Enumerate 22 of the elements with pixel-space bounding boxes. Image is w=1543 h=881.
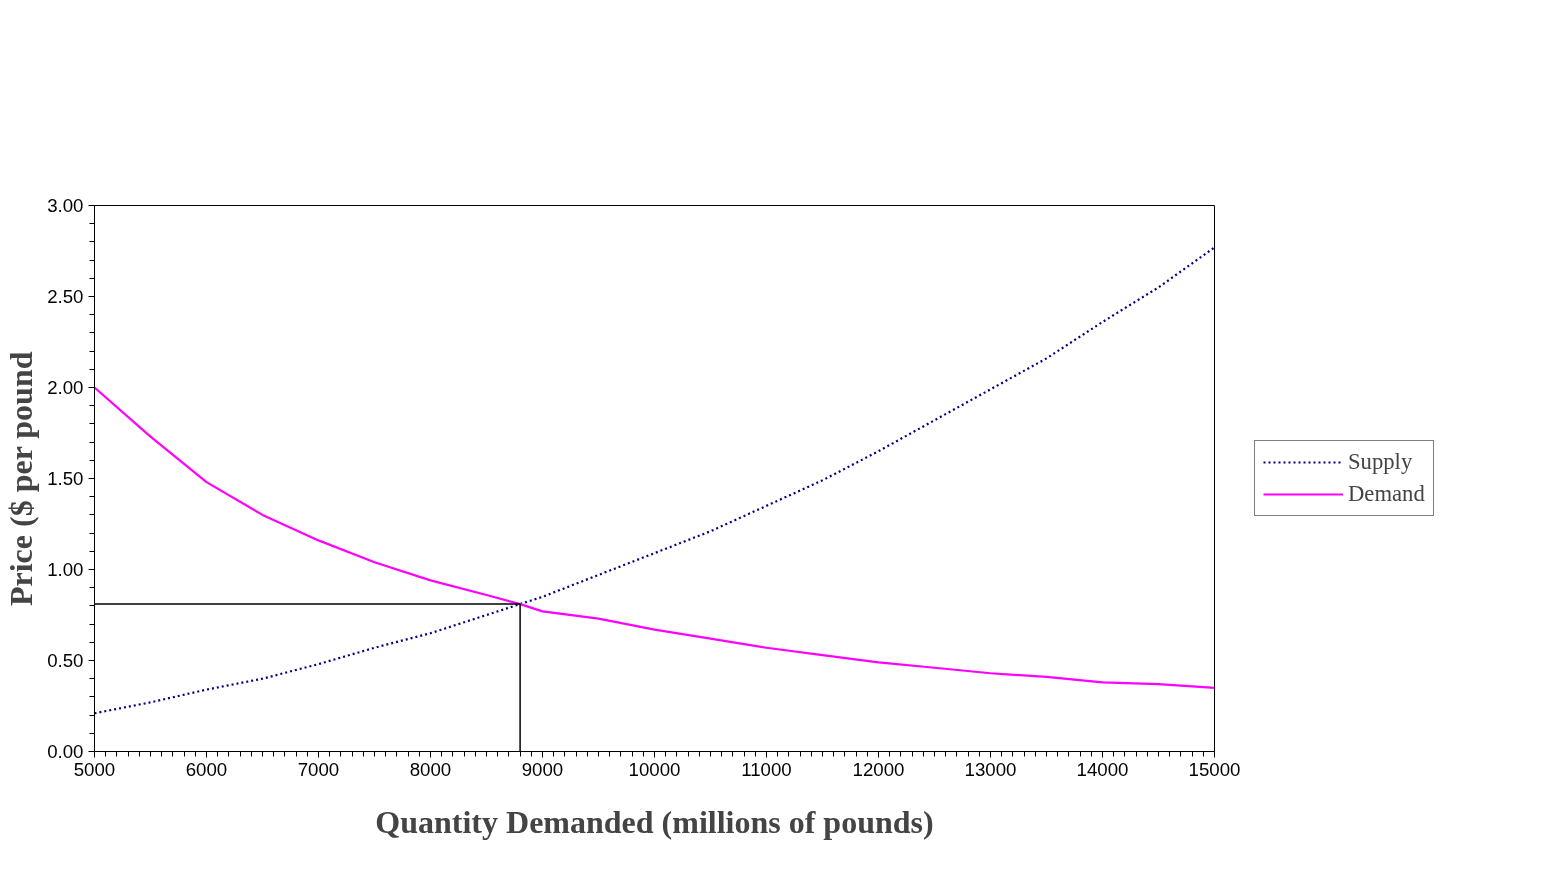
x-tick-label: 9000 xyxy=(521,758,564,780)
x-tick-label: 13000 xyxy=(964,758,1017,780)
y-tick-label: 2.00 xyxy=(47,377,84,398)
y-tick-label: 1.00 xyxy=(47,559,84,580)
y-tick-label: 3.00 xyxy=(47,195,84,216)
line-series xyxy=(94,246,1215,715)
x-tick-label: 12000 xyxy=(852,758,905,780)
x-tick-label: 15000 xyxy=(1188,758,1241,780)
y-tick-label: 0.50 xyxy=(47,650,84,671)
line-series xyxy=(94,386,1215,689)
y-tick-label: 1.50 xyxy=(47,468,84,489)
y-axis-title: Price ($ per pound xyxy=(3,351,40,607)
x-tick-label: 6000 xyxy=(185,758,228,780)
x-tick-label: 10000 xyxy=(628,758,681,780)
x-tick-label: 11000 xyxy=(741,758,792,780)
legend-label: Supply xyxy=(1348,449,1413,475)
x-tick-label: 7000 xyxy=(297,758,340,780)
x-tick-label: 8000 xyxy=(409,758,452,780)
x-tick-label: 14000 xyxy=(1076,758,1129,780)
y-tick-label: 2.50 xyxy=(47,286,84,307)
legend-label: Demand xyxy=(1348,481,1425,507)
x-axis-title: Quantity Demanded (millions of pounds) xyxy=(375,803,934,840)
